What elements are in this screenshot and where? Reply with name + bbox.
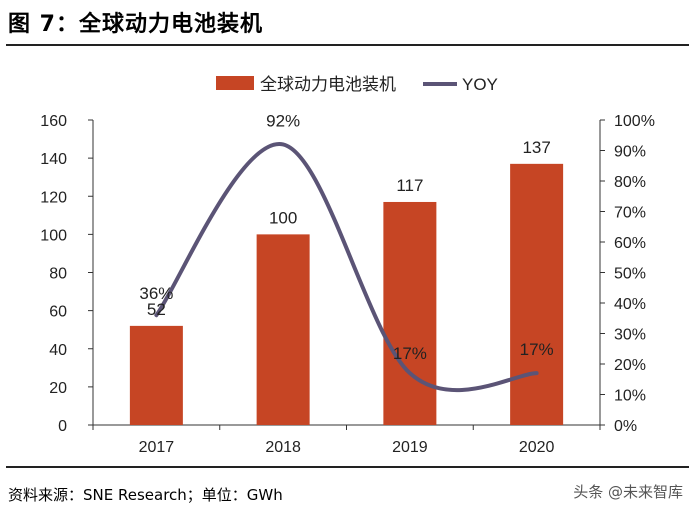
yoy-value-label: 17% [520,340,554,359]
bar-value-label: 100 [269,208,297,227]
left-tick-label: 80 [49,266,67,283]
right-tick-label: 30% [614,327,646,344]
yoy-line [154,142,539,393]
left-tick-label: 100 [40,227,67,244]
left-tick-label: 40 [49,342,67,359]
right-tick-label: 40% [614,296,646,313]
bar-value-label: 117 [396,176,423,195]
x-tick-label: 2020 [519,439,555,456]
legend-bar-label: 全球动力电池装机 [260,75,396,94]
bar-2017 [129,325,183,425]
source-note: 资料来源：SNE Research；单位：GWh [8,486,283,504]
bar-2019 [383,201,437,425]
yoy-line-layer [154,142,539,393]
right-tick-label: 60% [614,235,646,252]
yoy-value-label: 17% [393,344,427,363]
x-axis: 2017 2018 2019 2020 [92,424,601,456]
watermark: 头条 @未来智库 [573,483,683,501]
bar-value-label: 52 [147,300,166,319]
right-tick-label: 70% [614,205,646,222]
data-labels: 52 100 117 137 36% 92% 17% 17% [139,111,553,363]
right-tick-label: 90% [614,144,646,161]
left-tick-label: 0 [58,418,67,435]
right-axis: 0% 10% 20% 30% 40% 50% 60% 70% 80% 90% 100% [599,113,655,435]
yoy-value-label: 36% [139,284,173,303]
x-tick-label: 2017 [139,439,175,456]
right-tick-label: 10% [614,388,646,405]
top-rule [6,44,689,46]
right-tick-label: 20% [614,357,646,374]
bottom-rule [6,466,689,468]
left-tick-label: 140 [40,151,67,168]
x-tick-label: 2018 [265,439,301,456]
left-tick-label: 160 [40,113,67,130]
legend-line-label: YOY [462,75,498,94]
left-axis: 0 20 40 60 80 100 120 140 160 [40,113,94,435]
left-tick-label: 60 [49,304,67,321]
left-tick-label: 120 [40,189,67,206]
figure-title: 图 7：全球动力电池装机 [8,12,263,37]
bars [129,163,564,425]
bar-2020 [510,163,564,425]
right-tick-label: 0% [614,418,637,435]
yoy-value-label: 92% [266,111,300,130]
right-tick-label: 50% [614,266,646,283]
left-tick-label: 20 [49,380,67,397]
bar-2018 [256,234,310,425]
legend-bar-swatch [216,76,254,90]
bar-value-label: 137 [522,138,550,157]
x-tick-label: 2019 [392,439,428,456]
legend: 全球动力电池装机 YOY [216,75,498,94]
right-tick-label: 80% [614,174,646,191]
right-tick-label: 100% [614,113,655,130]
